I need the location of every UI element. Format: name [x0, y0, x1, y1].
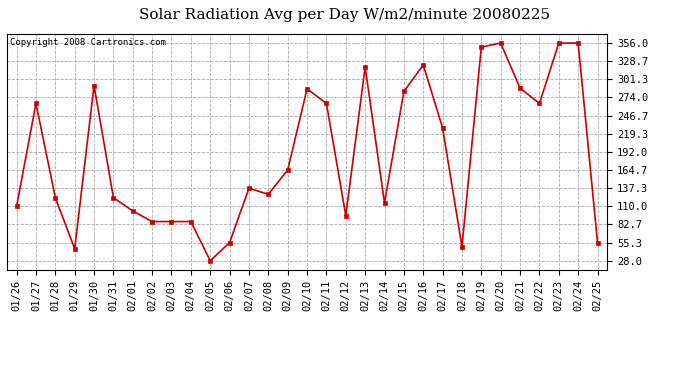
Text: Copyright 2008 Cartronics.com: Copyright 2008 Cartronics.com [10, 39, 166, 48]
Text: Solar Radiation Avg per Day W/m2/minute 20080225: Solar Radiation Avg per Day W/m2/minute … [139, 8, 551, 21]
